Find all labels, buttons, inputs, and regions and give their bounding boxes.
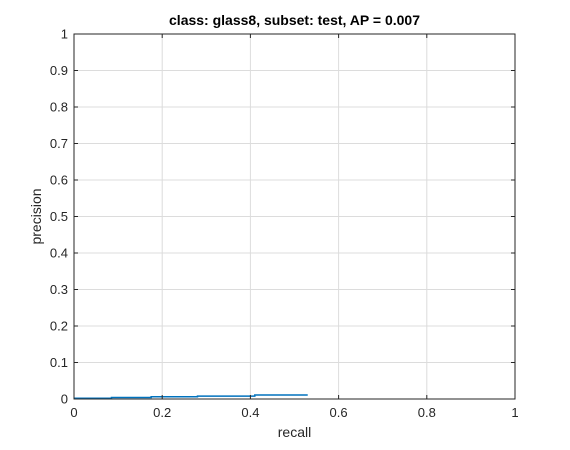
pr-curve-line [74, 394, 308, 400]
x-tick-labels: 0 0.2 0.4 0.6 0.8 1 [70, 405, 518, 420]
y-tick-label: 0 [61, 392, 68, 407]
y-tick-label: 0.3 [50, 282, 68, 297]
y-tick-label: 0.2 [50, 319, 68, 334]
y-tick-labels: 0 0.1 0.2 0.3 0.4 0.5 0.6 0.7 0.8 0.9 1 [50, 27, 68, 407]
x-tick-label: 0.2 [153, 405, 171, 420]
y-tick-label: 0.9 [50, 63, 68, 78]
y-tick-label: 0.1 [50, 355, 68, 370]
x-tick-label: 0.4 [241, 405, 259, 420]
tick-marks [73, 33, 516, 400]
x-tick-label: 1 [511, 405, 518, 420]
chart-title: class: glass8, subset: test, AP = 0.007 [169, 12, 420, 28]
y-tick-label: 1 [61, 27, 68, 42]
series-layer [74, 394, 308, 400]
x-tick-label: 0 [70, 405, 77, 420]
y-axis-label: precision [28, 188, 44, 244]
y-tick-label: 0.7 [50, 136, 68, 151]
y-tick-label: 0.4 [50, 246, 68, 261]
y-tick-label: 0.6 [50, 173, 68, 188]
y-tick-label: 0.8 [50, 100, 68, 115]
y-tick-label: 0.5 [50, 209, 68, 224]
x-axis-label: recall [278, 424, 311, 440]
x-tick-label: 0.6 [330, 405, 348, 420]
x-tick-label: 0.8 [418, 405, 436, 420]
